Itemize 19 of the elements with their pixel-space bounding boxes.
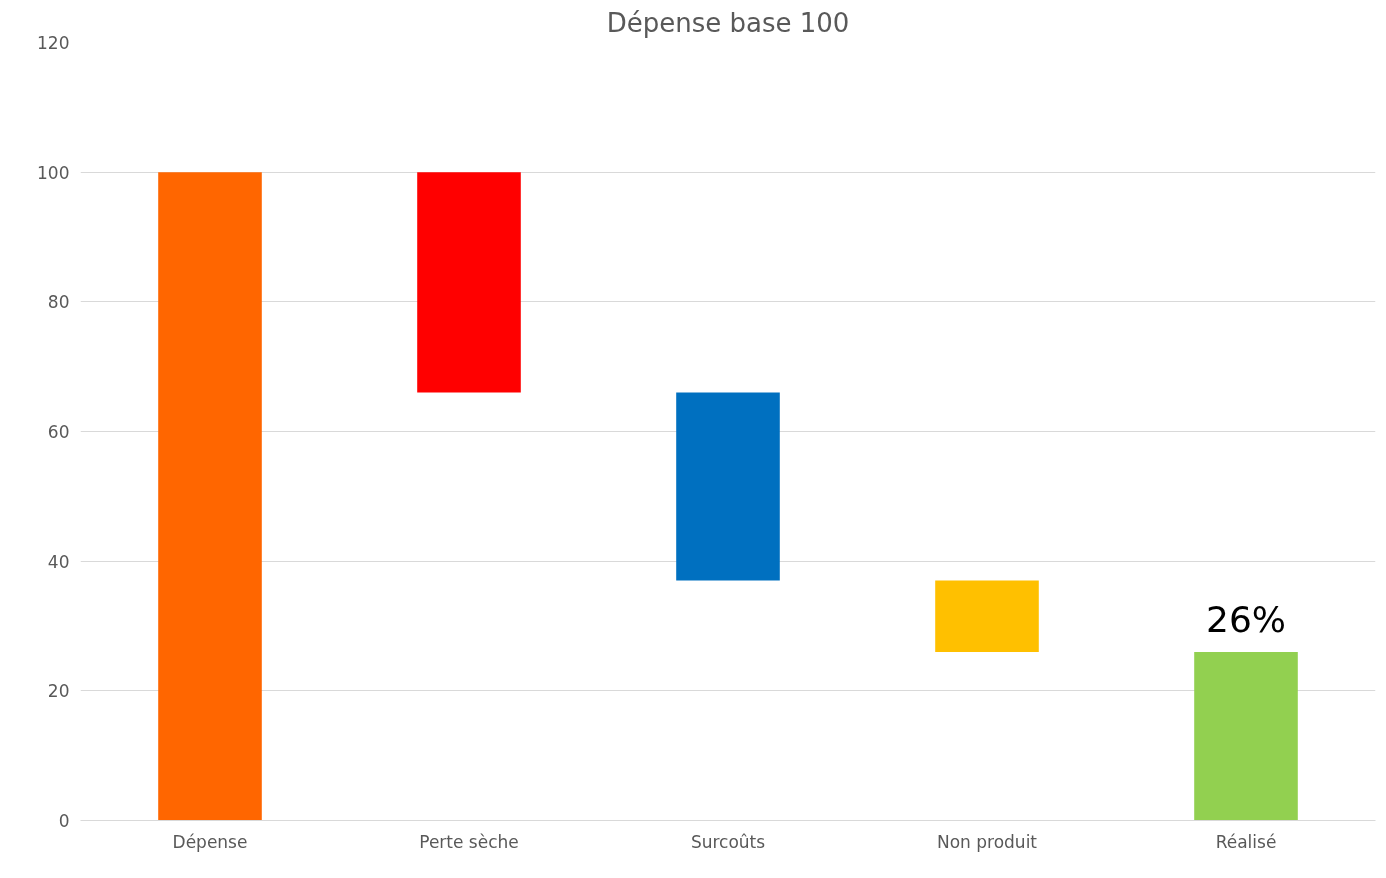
chart-title: Dépense base 100 — [606, 7, 850, 38]
bar — [935, 580, 1039, 652]
x-tick-label: Dépense — [172, 831, 248, 852]
y-tick-label: 80 — [47, 292, 70, 313]
x-tick-label: Surcoûts — [690, 831, 766, 852]
bar — [158, 172, 262, 821]
x-tick-label: Perte sèche — [419, 831, 519, 852]
y-tick-label: 0 — [58, 811, 70, 831]
bar — [676, 392, 780, 581]
x-tick-label: Réalisé — [1215, 831, 1277, 852]
y-tick-label: 60 — [47, 422, 70, 442]
data-label: 26% — [1205, 598, 1287, 640]
y-tick-label: 20 — [47, 681, 70, 702]
y-tick-label: 40 — [47, 551, 70, 572]
bar — [1194, 651, 1298, 821]
x-tick-label: Non produit — [936, 831, 1038, 852]
y-tick-label: 120 — [37, 33, 70, 53]
y-tick-label: 100 — [37, 162, 70, 183]
bar — [417, 172, 521, 393]
